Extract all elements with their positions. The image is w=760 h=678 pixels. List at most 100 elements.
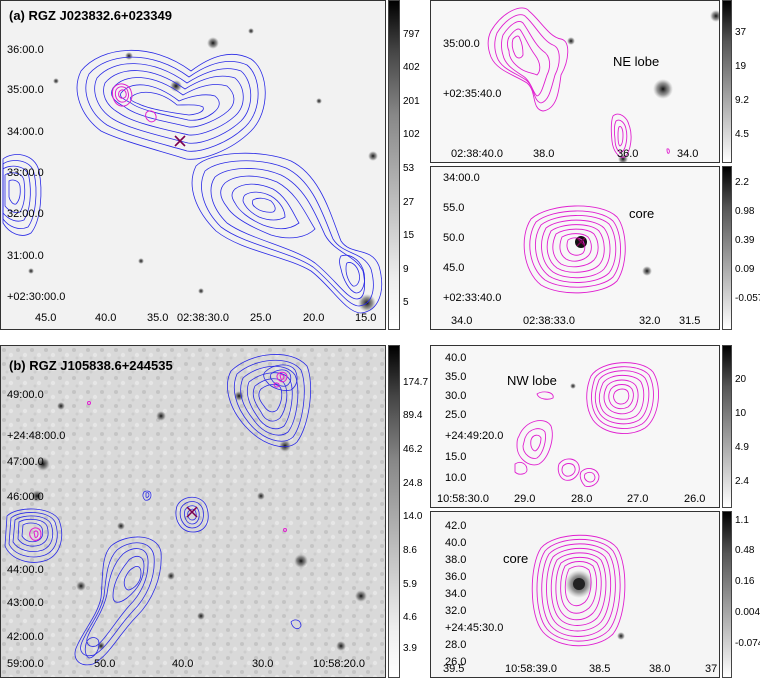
panel-b-cbar-9: 3.9	[403, 643, 417, 654]
panel-a-core-cbar-3: 0.39	[735, 235, 755, 246]
panel-a-ne-cbar-3: 9.2	[735, 95, 749, 106]
panel-a-cbar-7: 15	[403, 230, 415, 241]
panel-a-cbar-1: 797	[403, 29, 420, 40]
panel-a-dec-tick-7: +02:30:00.0	[7, 291, 66, 303]
panel-a-core-colorbar	[722, 166, 732, 330]
panel-a-core-cbar-2: 0.98	[735, 206, 755, 217]
panel-b-title: (b) RGZ J105838.6+244535	[9, 358, 173, 373]
panel-b-core-colorbar	[722, 511, 732, 678]
panel-b-core-dec-tick-3: 38.0	[445, 554, 467, 566]
panel-a-ne-ra-tick-1: 02:38:40.0	[451, 148, 503, 160]
panel-a-core-label: core	[629, 206, 655, 221]
panel-a-ne-ra-tick-4: 34.0	[677, 148, 699, 160]
panel-b-ra-tick-3: 40.0	[172, 658, 194, 670]
panel-b-dec-tick-3: 47:00.0	[7, 456, 44, 468]
panel-a-cbar-4: 102	[403, 129, 420, 140]
panel-b-ra-tick-5: 10:58:20.0	[313, 658, 365, 670]
panel-a-image	[1, 1, 385, 329]
panel-b-core-cbar-4: 0.0047	[735, 607, 760, 618]
panel-b-core-image	[431, 512, 719, 677]
panel-b-nw-cbar-2: 10	[735, 408, 747, 419]
panel-b-main: (b) RGZ J105838.6+244535 49:00.0 +24:48:…	[0, 345, 386, 678]
panel-b-cbar-2: 89.4	[403, 410, 423, 421]
panel-a-core-dec-tick-4: 45.0	[443, 262, 465, 274]
panel-b-core-ra-tick-5: 37	[705, 663, 718, 675]
panel-a-dec-tick-3: 34:00.0	[7, 126, 44, 138]
panel-a-cbar-2: 402	[403, 62, 420, 73]
panel-b-nw-ra-tick-1: 10:58:30.0	[437, 493, 489, 505]
panel-a-ra-tick-6: 20.0	[303, 312, 325, 324]
panel-b-nw-dec-tick-2: 35.0	[445, 371, 467, 383]
panel-b-core-ra-tick-4: 38.0	[649, 663, 671, 675]
panel-a-core-ra-tick-4: 31.5	[679, 315, 701, 327]
panel-b-cbar-8: 4.6	[403, 612, 417, 623]
panel-b-dec-tick-1: 49:00.0	[7, 389, 44, 401]
panel-a-dec-tick-1: 36:00.0	[7, 44, 44, 56]
panel-a-ra-tick-5: 25.0	[250, 312, 272, 324]
panel-b-ra-tick-1: 59:00.0	[7, 658, 44, 670]
panel-b-core-dec-tick-1: 42.0	[445, 520, 467, 532]
panel-b-core-dec-tick-6: 32.0	[445, 605, 467, 617]
panel-a-ra-tick-7: 15.0	[355, 312, 377, 324]
panel-a-title: (a) RGZ J023832.6+023349	[9, 8, 172, 23]
panel-a-ne-colorbar	[722, 0, 732, 163]
panel-a-cbar-3: 201	[403, 96, 420, 107]
panel-a-dec-tick-2: 35:00.0	[7, 84, 44, 96]
panel-b-cbar-3: 46.2	[403, 444, 423, 455]
panel-b-cbar-5: 14.0	[403, 511, 423, 522]
panel-a-main: (a) RGZ J023832.6+023349 36:00.0 35:00.0…	[0, 0, 386, 330]
panel-a-ra-tick-4: 02:38:30.0	[177, 312, 229, 324]
panel-a-ne-image	[431, 1, 719, 162]
panel-a-dec-tick-5: 32:00.0	[7, 208, 44, 220]
panel-b-core-ra-tick-1: 39.5	[443, 663, 465, 675]
panel-b-core-dec-tick-8: 28.0	[445, 639, 467, 651]
panel-b-nw-dec-tick-6: 15.0	[445, 451, 467, 463]
panel-a-colorbar	[388, 0, 400, 330]
panel-b-nw-ra-tick-4: 27.0	[627, 493, 649, 505]
panel-a-ne-lobe: NE lobe 35:00.0 +02:35:40.0 02:38:40.0 3…	[430, 0, 720, 163]
panel-b-core: core 42.0 40.0 38.0 36.0 34.0 32.0 +24:4…	[430, 511, 720, 678]
panel-b-cbar-4: 24.8	[403, 478, 423, 489]
panel-a-ne-dec-tick-1: 35:00.0	[443, 38, 480, 50]
panel-b-nw-label: NW lobe	[507, 373, 557, 388]
panel-b-core-cbar-5: -0.074	[735, 638, 760, 649]
panel-a-ne-ra-tick-3: 36.0	[617, 148, 639, 160]
panel-b-ra-tick-2: 50.0	[94, 658, 116, 670]
panel-a-cbar-8: 9	[403, 264, 409, 275]
panel-a-core-ra-tick-3: 32.0	[639, 315, 661, 327]
panel-a-ne-cbar-2: 19	[735, 61, 747, 72]
panel-a-ne-label: NE lobe	[613, 54, 660, 69]
panel-a-core-ra-tick-1: 34.0	[451, 315, 473, 327]
panel-b-core-ra-tick-3: 38.5	[589, 663, 611, 675]
panel-b-dec-tick-7: 42:00.0	[7, 631, 44, 643]
panel-a-core-dec-tick-2: 55.0	[443, 202, 465, 214]
panel-a-core-ra-tick-2: 02:38:33.0	[523, 315, 575, 327]
panel-a-core-dec-tick-3: 50.0	[443, 232, 465, 244]
panel-b-dec-tick-6: 43:00.0	[7, 597, 44, 609]
panel-b-nw-colorbar	[722, 345, 732, 508]
panel-b-image	[1, 346, 385, 677]
panel-b-core-dec-tick-2: 40.0	[445, 537, 467, 549]
panel-a-dec-tick-4: 33:00.0	[7, 167, 44, 179]
panel-b-nw-dec-tick-7: 10.0	[445, 472, 467, 484]
panel-b-nw-cbar-4: 2.4	[735, 476, 749, 487]
panel-b-nw-lobe: NW lobe 40.0 35.0 30.0 25.0 +24:49:20.0 …	[430, 345, 720, 508]
panel-b-dec-tick-2: +24:48:00.0	[7, 430, 66, 442]
panel-b-ra-tick-4: 30.0	[252, 658, 274, 670]
panel-b-core-dec-tick-5: 34.0	[445, 588, 467, 600]
panel-b-nw-ra-tick-2: 29.0	[514, 493, 536, 505]
panel-b-nw-cbar-1: 20	[735, 374, 747, 385]
panel-a-ne-ra-tick-2: 38.0	[533, 148, 555, 160]
panel-b-cbar-6: 8.6	[403, 545, 417, 556]
panel-b-core-cbar-3: 0.16	[735, 576, 755, 587]
panel-b-core-dec-tick-7: +24:45:30.0	[445, 622, 504, 634]
panel-a-ra-tick-3: 35.0	[147, 312, 169, 324]
panel-b-core-cbar-1: 1.1	[735, 515, 749, 526]
panel-a-core-cbar-1: 2.2	[735, 177, 749, 188]
panel-a-cbar-6: 27	[403, 197, 415, 208]
panel-b-nw-dec-tick-1: 40.0	[445, 352, 467, 364]
panel-a-ne-cbar-4: 4.5	[735, 129, 749, 140]
panel-a-core-dec-tick-1: 34:00.0	[443, 172, 480, 184]
panel-b-cbar-1: 174.7	[403, 377, 429, 388]
panel-a-ne-dec-tick-2: +02:35:40.0	[443, 88, 502, 100]
